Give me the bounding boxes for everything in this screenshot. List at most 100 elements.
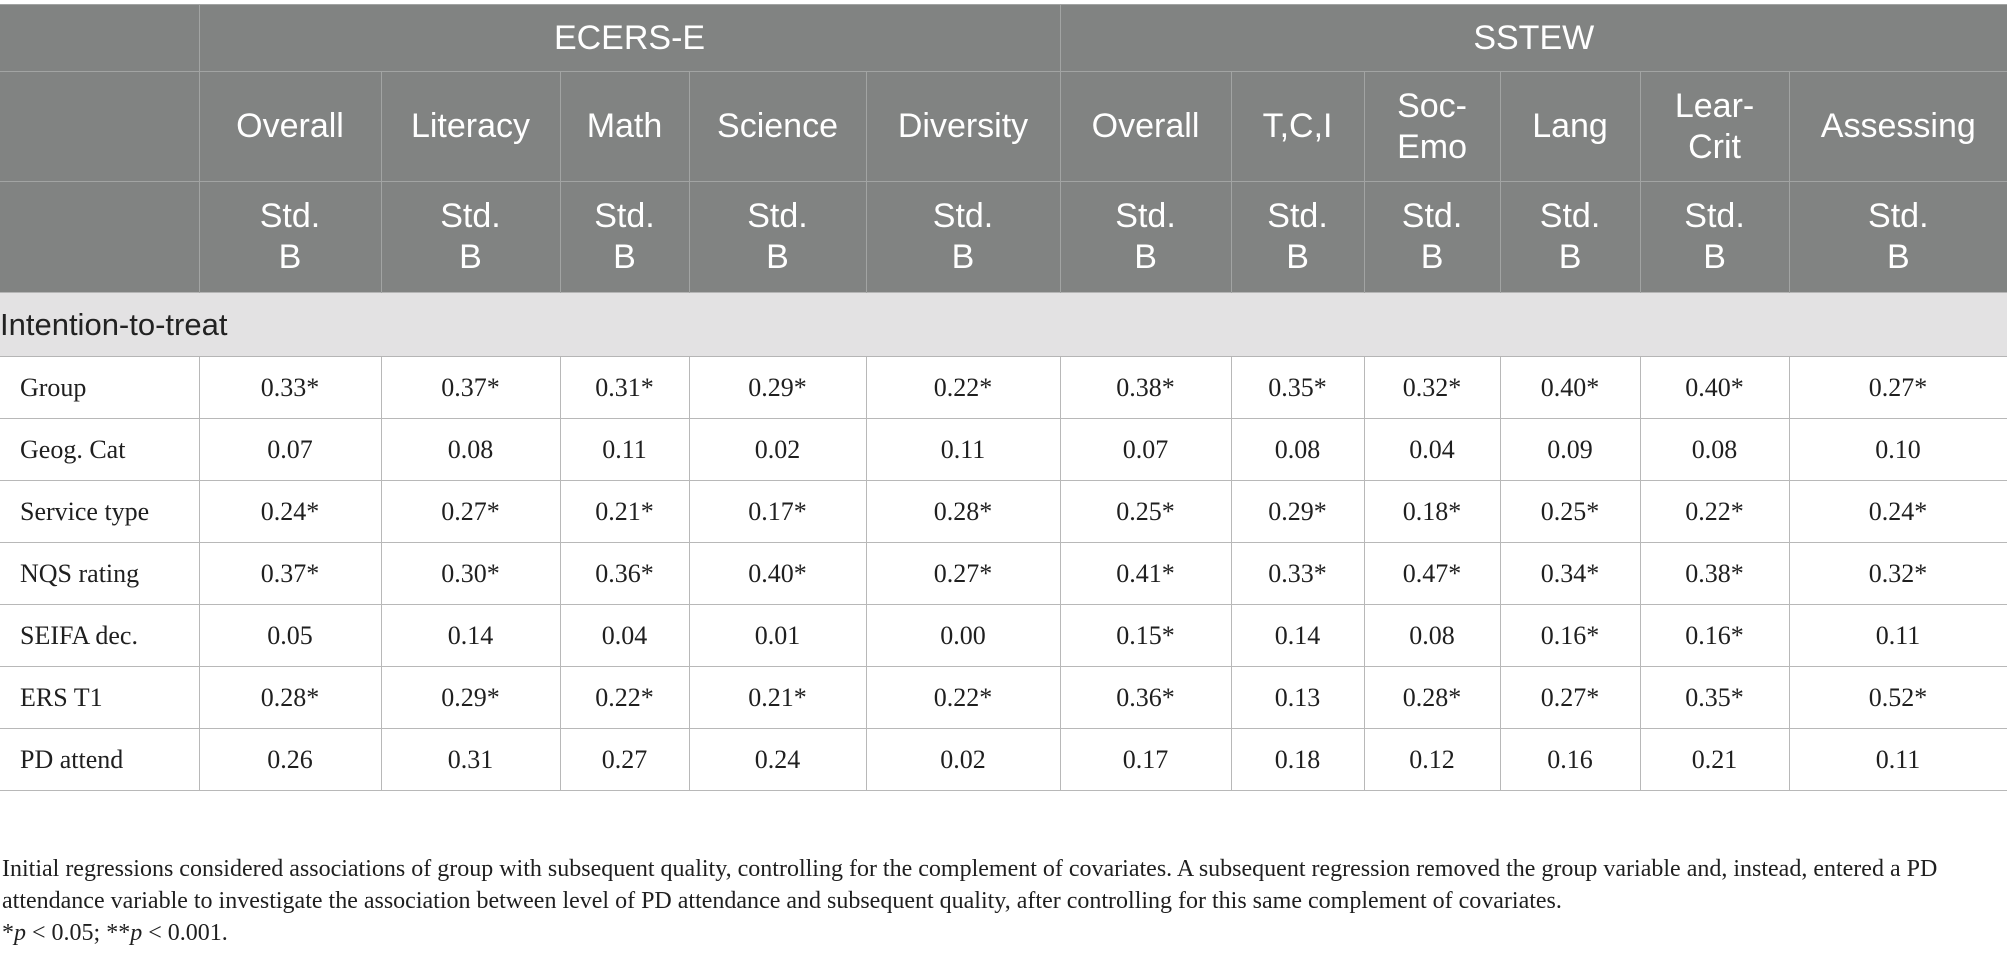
table-cell: 0.08 <box>1230 418 1365 481</box>
column-header-line: Math <box>586 107 663 145</box>
stat-header: Std. B <box>559 181 689 293</box>
stat-header-line: B <box>1886 238 1910 276</box>
table-cell: 0.10 <box>1788 418 2007 481</box>
table-cell: 0.24* <box>1788 480 2007 543</box>
stat-header-line: Std. <box>594 197 655 235</box>
stat-header-line: Std. <box>1684 197 1745 235</box>
column-header-line: Crit <box>1688 127 1741 166</box>
column-header-row: Overall Literacy Math Science Diversity Overa… <box>0 71 2007 182</box>
table-cell: 0.05 <box>198 604 382 667</box>
corner-cell <box>0 181 199 293</box>
table-cell: 0.27 <box>559 728 690 791</box>
table-cell: 0.00 <box>865 604 1061 667</box>
stat-header: Std. B <box>198 181 381 293</box>
stat-header-line: B <box>1134 238 1157 276</box>
sig-star: ** <box>106 920 131 946</box>
column-header: Science <box>688 71 866 182</box>
table-cell: 0.16* <box>1499 604 1641 667</box>
table-cell: 0.11 <box>1788 604 2007 667</box>
table-cell: 0.01 <box>688 604 867 667</box>
column-header-line: T,C,I <box>1262 107 1333 145</box>
table-cell: 0.11 <box>559 418 690 481</box>
table-cell: 0.29* <box>688 356 867 419</box>
stat-header-line: Std. <box>747 197 808 235</box>
table-cell: 0.11 <box>1788 728 2007 791</box>
row-label: SEIFA dec. <box>0 604 200 667</box>
stat-header-line: B <box>459 238 482 276</box>
table-row: Service type 0.24* 0.27* 0.21* 0.17* 0.28* 0.2… <box>0 480 2007 543</box>
table-cell: 0.24* <box>198 480 382 543</box>
stat-header: Std. B <box>1059 181 1232 293</box>
table-cell: 0.40* <box>1499 356 1641 419</box>
row-label: PD attend <box>0 728 200 791</box>
column-header-line: Diversity <box>897 107 1029 145</box>
stat-header-line: Std. <box>440 197 501 235</box>
regression-table: ECERS-E SSTEW Overall Literacy Math Science… <box>0 4 2007 791</box>
row-label: Geog. Cat <box>0 418 200 481</box>
stat-header-line: B <box>1558 238 1582 276</box>
table-cell: 0.37* <box>380 356 561 419</box>
column-header: T,C,I <box>1230 71 1365 182</box>
stat-header-line: Std. <box>1539 197 1601 235</box>
corner-cell <box>0 71 199 182</box>
table-cell: 0.33* <box>1230 542 1365 605</box>
table-cell: 0.32* <box>1788 542 2007 605</box>
table-cell: 0.17* <box>688 480 867 543</box>
table-cell: 0.40* <box>1639 356 1790 419</box>
significance-note: *p < 0.05; **p < 0.001. <box>2 917 2002 949</box>
stat-header-line: Std. <box>1401 197 1463 235</box>
table-cell: 0.34* <box>1499 542 1641 605</box>
table-cell: 0.22* <box>1639 480 1790 543</box>
table-cell: 0.14 <box>380 604 561 667</box>
table-cell: 0.16 <box>1499 728 1641 791</box>
column-header: Lear- Crit <box>1639 71 1790 182</box>
stat-header-line: Std. <box>1267 197 1328 235</box>
column-header: Assessing <box>1788 71 2007 182</box>
table-cell: 0.18 <box>1230 728 1365 791</box>
table-cell: 0.41* <box>1059 542 1232 605</box>
column-header: Math <box>559 71 689 182</box>
table-footnote: Initial regressions considered associati… <box>2 853 2002 949</box>
table-cell: 0.13 <box>1230 666 1365 729</box>
column-header: Soc- Emo <box>1363 71 1501 182</box>
table-cell: 0.15* <box>1059 604 1232 667</box>
table-cell: 0.21* <box>688 666 867 729</box>
table-cell: 0.28* <box>1363 666 1501 729</box>
column-header-line: Soc- <box>1397 86 1467 125</box>
table-cell: 0.02 <box>865 728 1061 791</box>
table-cell: 0.22* <box>865 666 1061 729</box>
column-header-line: Assessing <box>1820 107 1976 145</box>
sig-threshold: < 0.001. <box>142 920 228 946</box>
stat-header: Std. B <box>1788 181 2007 293</box>
stat-header-row: Std. B Std. B Std. B Std. B Std. B Std. B Std. B Std. B… <box>0 181 2007 293</box>
table-cell: 0.47* <box>1363 542 1501 605</box>
table-cell: 0.52* <box>1788 666 2007 729</box>
table-cell: 0.35* <box>1639 666 1790 729</box>
table-cell: 0.07 <box>1059 418 1232 481</box>
table-cell: 0.38* <box>1639 542 1790 605</box>
section-row: Intention-to-treat <box>0 292 2007 357</box>
stat-header: Std. B <box>1499 181 1641 293</box>
table-cell: 0.08 <box>380 418 561 481</box>
section-label: Intention-to-treat <box>0 292 2007 357</box>
column-header-line: Lear- <box>1674 86 1755 125</box>
table-cell: 0.17 <box>1059 728 1232 791</box>
table-cell: 0.09 <box>1499 418 1641 481</box>
table-cell: 0.22* <box>559 666 690 729</box>
table-cell: 0.14 <box>1230 604 1365 667</box>
table-cell: 0.16* <box>1639 604 1790 667</box>
stat-header: Std. B <box>380 181 560 293</box>
table-cell: 0.25* <box>1499 480 1641 543</box>
table-cell: 0.26 <box>198 728 382 791</box>
row-label: Group <box>0 356 200 419</box>
stat-header-line: B <box>278 238 302 276</box>
stat-header-line: B <box>613 238 636 276</box>
table-row: ERS T1 0.28* 0.29* 0.22* 0.21* 0.22* 0.36* 0.13… <box>0 666 2007 729</box>
sig-p: p <box>14 920 26 946</box>
table-cell: 0.28* <box>865 480 1061 543</box>
group-header-ecers-e: ECERS-E <box>198 4 1061 72</box>
table-cell: 0.31 <box>380 728 561 791</box>
column-header-line: Science <box>717 107 838 145</box>
table-cell: 0.29* <box>380 666 561 729</box>
table-cell: 0.18* <box>1363 480 1501 543</box>
